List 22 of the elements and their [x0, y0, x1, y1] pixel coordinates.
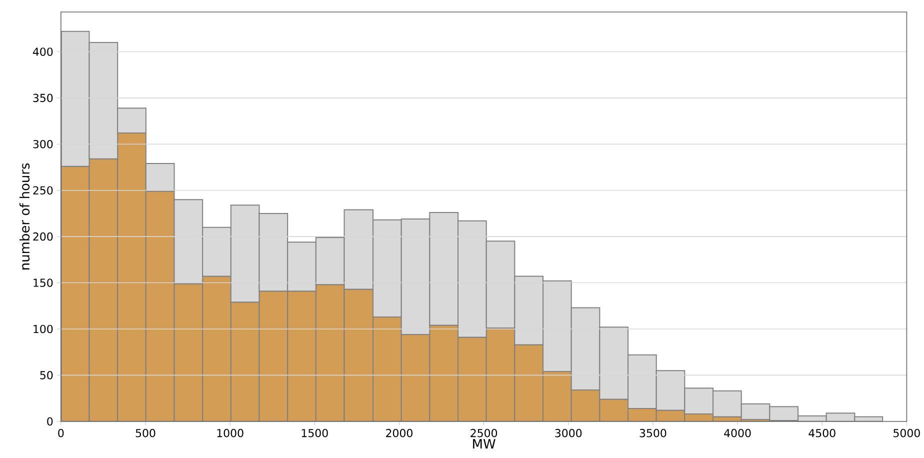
y-tick-label: 150 — [34, 278, 53, 287]
y-tick-label: 100 — [34, 324, 53, 333]
y-tick-label: 200 — [33, 232, 53, 241]
x-tick-label: 2000 — [386, 428, 412, 438]
x-tick-label: 1500 — [302, 428, 328, 438]
y-tick-label: 250 — [33, 186, 53, 194]
x-axis-title: MW — [473, 438, 496, 448]
x-tick-label: 5000 — [894, 428, 920, 438]
x-tick-label: 1000 — [217, 428, 244, 438]
y-tick-label: 350 — [33, 94, 53, 102]
x-tick-label: 4500 — [808, 428, 836, 438]
y-tick-label: 400 — [32, 47, 53, 56]
x-tick-label: 3500 — [640, 428, 666, 438]
x-tick-label: 500 — [136, 428, 156, 438]
y-axis-title: number of hours — [20, 163, 30, 270]
y-tick-label: 50 — [40, 370, 53, 380]
x-tick-label: 2500 — [470, 428, 498, 438]
x-tick-label: 4000 — [724, 428, 751, 438]
x-tick-label: 0 — [58, 428, 64, 438]
y-tick-label: 300 — [33, 140, 53, 148]
y-tick-label: 0 — [47, 417, 53, 426]
x-tick-label: 3000 — [555, 428, 582, 438]
